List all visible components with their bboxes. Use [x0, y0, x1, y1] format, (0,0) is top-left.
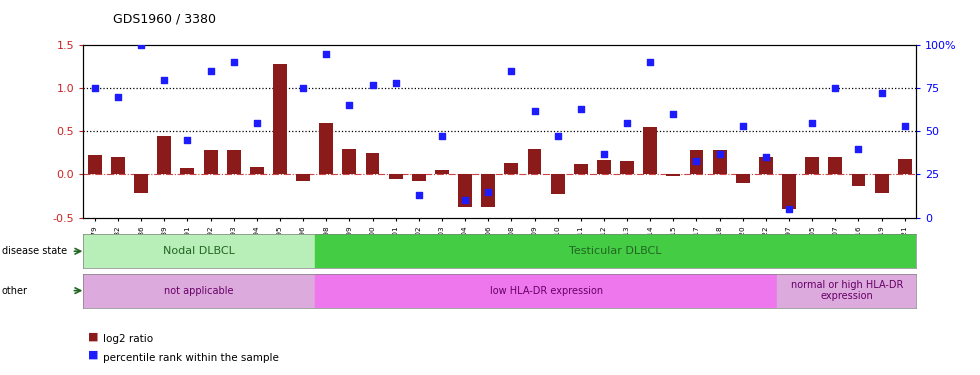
Bar — [134, 174, 148, 194]
Point — [805, 120, 820, 126]
Bar — [319, 123, 333, 174]
Bar — [315, 234, 916, 268]
Bar — [180, 168, 194, 174]
Bar — [435, 170, 449, 174]
Text: Nodal DLBCL: Nodal DLBCL — [163, 246, 235, 256]
Point — [526, 108, 542, 114]
Bar — [412, 174, 425, 181]
Bar — [777, 274, 916, 308]
Text: normal or high HLA-DR
expression: normal or high HLA-DR expression — [791, 280, 904, 302]
Bar — [782, 174, 796, 209]
Text: percentile rank within the sample: percentile rank within the sample — [103, 353, 278, 363]
Point — [225, 59, 241, 65]
Text: disease state: disease state — [2, 246, 67, 256]
Bar — [759, 157, 773, 174]
Bar — [273, 64, 287, 174]
Point — [781, 206, 797, 212]
Point — [619, 120, 635, 126]
Bar — [204, 150, 218, 174]
Bar — [481, 174, 495, 207]
Point — [203, 68, 219, 74]
Point — [365, 82, 380, 88]
Text: ■: ■ — [88, 332, 99, 341]
Point — [480, 189, 496, 195]
Point — [388, 80, 404, 86]
Point — [411, 192, 426, 198]
Point — [897, 123, 912, 129]
Point — [342, 102, 358, 108]
Bar — [620, 160, 634, 174]
Point — [249, 120, 265, 126]
Point — [851, 146, 866, 152]
Bar — [459, 174, 472, 207]
Point — [550, 134, 565, 140]
Text: GDS1960 / 3380: GDS1960 / 3380 — [113, 12, 216, 26]
Point — [504, 68, 519, 74]
Point — [827, 85, 843, 91]
Bar — [690, 150, 704, 174]
Bar — [226, 150, 241, 174]
Point — [318, 51, 334, 57]
Point — [295, 85, 311, 91]
Bar — [806, 157, 819, 174]
Point — [735, 123, 751, 129]
Bar — [712, 150, 726, 174]
Point — [874, 90, 890, 96]
Point — [711, 151, 727, 157]
Bar — [666, 174, 680, 176]
Bar — [111, 157, 125, 174]
Bar — [574, 164, 588, 174]
Bar — [898, 159, 911, 174]
Text: low HLA-DR expression: low HLA-DR expression — [490, 286, 603, 296]
Text: ■: ■ — [88, 350, 99, 360]
Text: not applicable: not applicable — [165, 286, 234, 296]
Point — [458, 197, 473, 203]
Bar — [88, 155, 102, 174]
Point — [110, 94, 125, 100]
Point — [596, 151, 612, 157]
Point — [573, 106, 589, 112]
Bar — [527, 148, 541, 174]
Bar — [158, 136, 172, 174]
Bar — [83, 274, 315, 308]
Bar — [551, 174, 564, 194]
Point — [133, 42, 149, 48]
Bar — [852, 174, 865, 186]
Bar — [597, 160, 611, 174]
Bar — [83, 234, 315, 268]
Bar — [315, 274, 777, 308]
Point — [87, 85, 103, 91]
Bar — [505, 163, 518, 174]
Bar — [366, 153, 379, 174]
Bar — [296, 174, 310, 181]
Text: other: other — [2, 286, 28, 296]
Bar — [250, 168, 264, 174]
Point — [272, 27, 288, 33]
Text: log2 ratio: log2 ratio — [103, 334, 153, 344]
Point — [434, 134, 450, 140]
Bar — [643, 127, 658, 174]
Bar — [389, 174, 403, 179]
Point — [157, 76, 172, 82]
Point — [642, 59, 658, 65]
Bar — [342, 148, 357, 174]
Point — [759, 154, 774, 160]
Point — [689, 158, 705, 164]
Text: Testicular DLBCL: Testicular DLBCL — [569, 246, 662, 256]
Point — [179, 137, 195, 143]
Point — [665, 111, 681, 117]
Bar — [736, 174, 750, 183]
Bar — [875, 174, 889, 194]
Bar — [828, 157, 842, 174]
